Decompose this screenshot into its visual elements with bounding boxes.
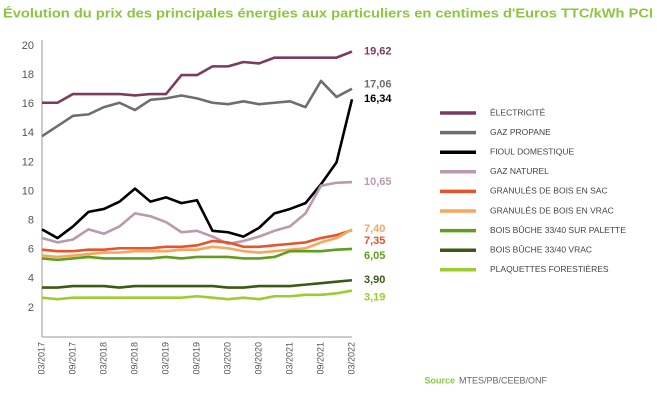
source: MTES/PB/CEEB/ONF [459, 375, 548, 385]
series-line [41, 289, 353, 301]
series-line [41, 247, 353, 262]
legend-label: GRANULÉS DE BOIS EN VRAC [490, 205, 614, 215]
end-label: 3,90 [364, 274, 385, 286]
legend-label: BOIS BÛCHE 33/40 VRAC [490, 244, 592, 254]
x-tick-label: 03/2022 [346, 342, 356, 375]
series-line [41, 228, 353, 259]
end-label: 6,05 [364, 250, 385, 262]
y-tick-label: 14 [22, 127, 34, 139]
x-tick-label: 03/2021 [284, 342, 294, 375]
end-label: 19,62 [364, 45, 392, 57]
y-tick-label: 8 [28, 215, 34, 227]
source-label: Source [424, 375, 455, 385]
x-tick-label: 09/2018 [129, 342, 139, 375]
y-tick-label: 10 [22, 185, 34, 197]
chart-title: Évolution du prix des principales énergi… [3, 5, 653, 20]
y-tick-label: 6 [28, 244, 34, 256]
legend-label: GAZ NATUREL [490, 166, 549, 176]
end-label: 16,34 [364, 93, 392, 105]
legend-label: GRANULÉS DE BOIS EN SAC [490, 186, 608, 196]
end-label: 17,06 [364, 79, 392, 91]
x-tick-label: 09/2020 [253, 342, 263, 375]
x-tick-label: 03/2018 [98, 342, 108, 375]
x-tick-label: 03/2017 [36, 342, 46, 375]
series-line [41, 98, 354, 240]
y-tick-label: 16 [22, 98, 34, 110]
x-tick-label: 09/2019 [191, 342, 201, 375]
x-tick-label: 03/2020 [222, 342, 232, 375]
x-tick-label: 03/2019 [160, 342, 170, 375]
series-line [41, 180, 353, 246]
series-line [42, 50, 353, 105]
end-label: 7,35 [364, 235, 385, 247]
series-line [41, 79, 353, 138]
end-label: 3,19 [364, 291, 385, 303]
legend-label: ÉLECTRICITÉ [490, 107, 546, 117]
x-tick-label: 09/2017 [67, 342, 77, 375]
x-tick-label: 09/2021 [315, 342, 325, 375]
legend-label: FIOUL DOMESTIQUE [490, 146, 575, 156]
y-tick-label: 12 [22, 156, 34, 168]
y-tick-label: 18 [22, 69, 34, 81]
y-tick-label: 2 [28, 302, 34, 314]
legend-label: GAZ PROPANE [490, 127, 551, 137]
series-line [42, 278, 353, 289]
legend-label: BOIS BÛCHE 33/40 SUR PALETTE [490, 225, 626, 235]
end-label: 10,65 [364, 176, 392, 188]
y-tick-label: 20 [22, 40, 34, 52]
series-line [41, 228, 353, 253]
legend-label: PLAQUETTES FORESTIÈRES [490, 264, 609, 274]
end-label: 7,40 [364, 223, 385, 235]
y-tick-label: 4 [28, 273, 34, 285]
